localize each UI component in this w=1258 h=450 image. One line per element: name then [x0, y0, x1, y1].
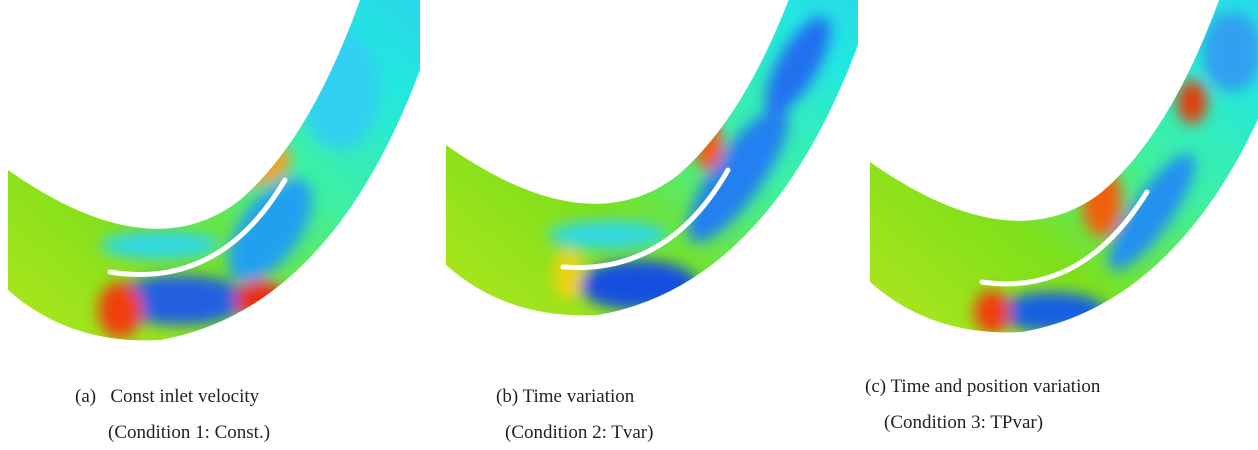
condition: (Condition 1: Const.) [108, 422, 270, 443]
condition: (Condition 3: TPvar) [884, 412, 1043, 433]
contour-panel-c [870, 0, 1258, 333]
caption: (a) Const inlet velocity [75, 386, 260, 407]
caption: (b) Time variation [496, 386, 635, 407]
condition: (Condition 2: Tvar) [505, 422, 653, 443]
contour-panel-b [446, 0, 858, 316]
contour-panel-a [8, 0, 420, 341]
caption: (c) Time and position variation [865, 376, 1101, 397]
